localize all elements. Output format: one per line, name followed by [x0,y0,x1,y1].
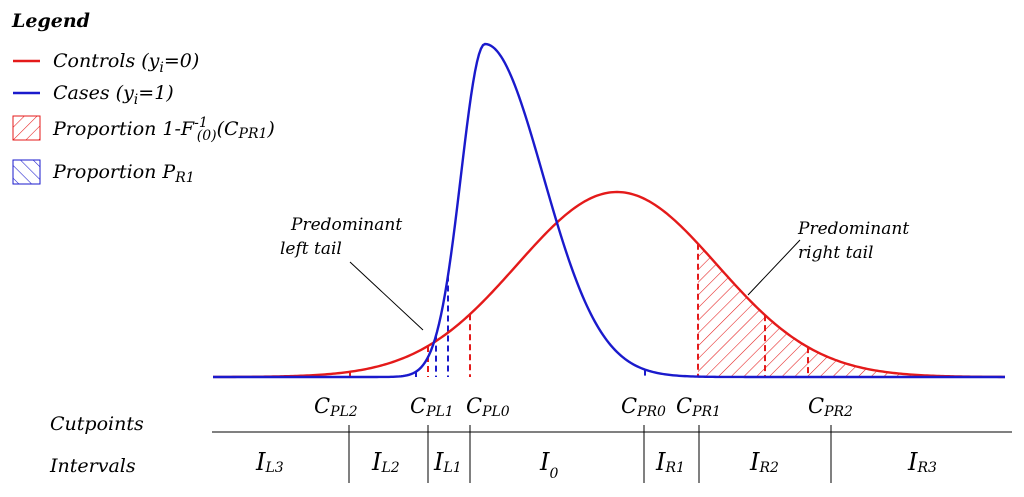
interval-label-l3: IL3 [255,448,284,476]
interval-labels: IL3 IL2 IL1 I0 IR1 IR2 IR3 [255,448,937,482]
left-tail-label-2: left tail [280,239,342,259]
legend-controls-label: Controls (yi=0) [53,50,199,76]
left-tail-label-1: Predominant [290,215,402,235]
cutpoint-label-pl2: CPL2 [314,394,358,420]
legend-cases-hatch-swatch [12,159,41,185]
legend-cases-label: Cases (yi=1) [53,82,174,108]
left-tail-pointer [349,261,424,331]
right-tail-label-1: Predominant [797,219,909,239]
cutpoint-label-pr0: CPR0 [621,394,666,420]
cutpoint-label-pr1: CPR1 [676,394,721,420]
interval-label-l1: IL1 [433,448,462,476]
cutpoint-label-pl1: CPL1 [410,394,454,420]
interval-label-l2: IL2 [371,448,400,476]
cutpoint-label-pl0: CPL0 [466,394,510,420]
cases-curve [213,42,1005,379]
interval-label-r3: IR3 [907,448,937,476]
intervals-row-label: Intervals [49,455,136,477]
cutpoint-dash-lines [349,243,809,377]
legend-controls-hatch-swatch [12,115,41,141]
controls-curve [212,190,1006,379]
interval-dividers [348,425,832,483]
cutpoint-labels: CPL2 CPL1 CPL0 CPR0 CPR1 CPR2 [314,394,853,420]
interval-label-0: I0 [539,448,558,482]
interval-label-r1: IR1 [655,448,685,476]
right-tail-label-2: right tail [798,243,873,263]
interval-label-r2: IR2 [749,448,779,476]
legend-proportion-controls-label: Proportion 1-F-1 (0)(CPR1) [52,115,275,144]
controls-right-tail-area [698,243,1005,377]
cutpoint-label-pr2: CPR2 [808,394,853,420]
legend-proportion-cases-label: Proportion PR1 [52,161,195,186]
legend-title: Legend [11,10,90,32]
right-tail-pointer [747,239,801,296]
cutpoints-row-label: Cutpoints [50,413,144,435]
